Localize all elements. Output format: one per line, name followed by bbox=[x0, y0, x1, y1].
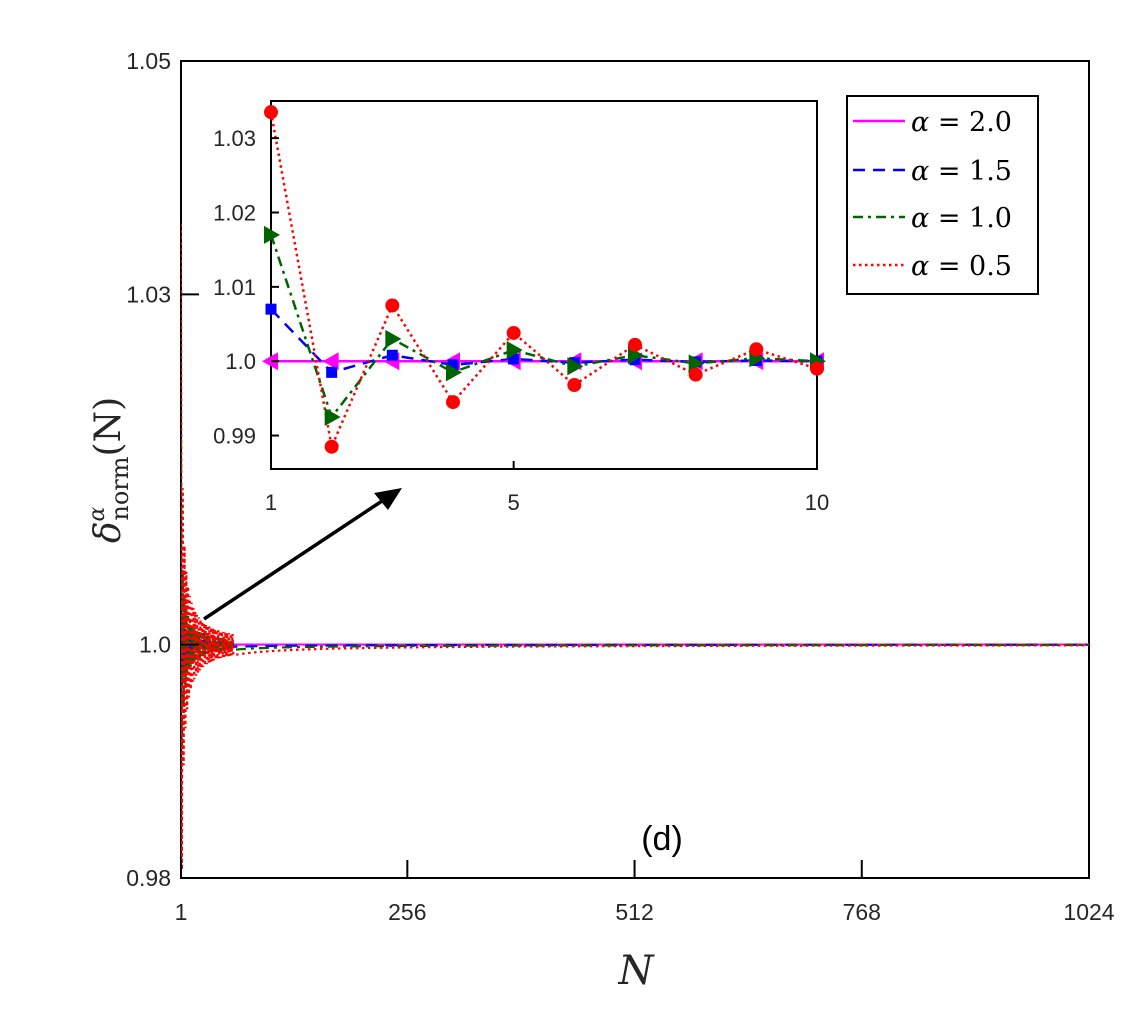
legend-entry-alpha-0-5: α = 0.5 bbox=[853, 251, 1012, 282]
inset-y-tick-label: 0.99 bbox=[213, 424, 256, 449]
legend-entry-alpha-1-0: α = 1.0 bbox=[853, 203, 1012, 234]
inset-series-line bbox=[269, 111, 818, 452]
main-x-tick-label: 512 bbox=[615, 899, 653, 925]
inset-point-triangle-right bbox=[688, 354, 705, 373]
inset-y-tick-label: 1.0 bbox=[225, 349, 256, 374]
inset-point-circle bbox=[567, 377, 582, 392]
main-x-ticks: 1 256 512 768 1024 bbox=[175, 860, 1115, 925]
svg-text:α = 1.5: α = 1.5 bbox=[911, 156, 1012, 187]
main-y-tick-label: 1.05 bbox=[126, 48, 171, 74]
inset-point-square bbox=[326, 366, 338, 378]
svg-text:δαnorm(N): δαnorm(N) bbox=[85, 397, 134, 543]
inset-point-triangle-right bbox=[446, 363, 462, 382]
inset-point-triangle-left bbox=[262, 352, 278, 371]
inset-x-ticks: 1 5 10 bbox=[265, 461, 829, 515]
main-y-tick-label: 1.0 bbox=[139, 632, 171, 658]
inset-point-square bbox=[447, 359, 459, 371]
main-x-tick-label: 256 bbox=[388, 899, 426, 925]
legend-entry-alpha-1-5: α = 1.5 bbox=[853, 156, 1012, 187]
svg-text:α = 2.0: α = 2.0 bbox=[911, 107, 1012, 138]
inset-point-circle bbox=[324, 439, 339, 454]
main-y-tick-label: 0.98 bbox=[126, 865, 171, 891]
inset-axes-box bbox=[270, 100, 818, 470]
inset-y-tick-label: 1.02 bbox=[213, 201, 256, 226]
panel-label: (d) bbox=[641, 820, 683, 858]
inset-point-square bbox=[265, 303, 277, 315]
inset-point-circle bbox=[264, 105, 278, 120]
inset-point-triangle-right bbox=[567, 357, 584, 376]
y-axis-label: δαnorm(N) bbox=[85, 397, 134, 543]
svg-text:α = 0.5: α = 0.5 bbox=[911, 251, 1012, 282]
legend-box bbox=[846, 95, 1039, 295]
inset-point-triangle-right bbox=[324, 407, 341, 426]
inset-y-ticks: 0.99 1.0 1.01 1.02 1.03 bbox=[213, 126, 279, 449]
inset-x-tick-label: 10 bbox=[805, 490, 829, 515]
inset-point-square bbox=[386, 349, 398, 361]
inset-point-circle bbox=[446, 395, 460, 410]
zoom-arrow bbox=[203, 488, 402, 621]
main-x-tick-label: 1 bbox=[175, 899, 188, 925]
legend-entry-alpha-2-0: α = 2.0 bbox=[853, 107, 1012, 138]
inset-point-circle bbox=[506, 325, 521, 340]
main-y-tick-label: 1.03 bbox=[126, 281, 171, 307]
inset-point-circle bbox=[628, 337, 642, 352]
inset-y-tick-label: 1.03 bbox=[213, 126, 256, 151]
main-y-ticks: 0.98 1.0 1.03 1.05 bbox=[126, 48, 199, 891]
inset-point-circle bbox=[749, 342, 764, 357]
main-series-group bbox=[181, 224, 1089, 870]
inset-point-triangle-left bbox=[322, 352, 339, 371]
inset-point-circle bbox=[385, 298, 400, 313]
inset-point-triangle-right bbox=[385, 329, 402, 348]
svg-text:α = 1.0: α = 1.0 bbox=[911, 203, 1012, 234]
inset-series-line bbox=[270, 308, 818, 374]
main-series-line bbox=[181, 556, 1089, 692]
inset-point-square bbox=[508, 353, 520, 365]
legend: α = 2.0 α = 1.5 α = 1.0 α = 0.5 bbox=[846, 95, 1039, 295]
x-axis-label: N bbox=[618, 948, 656, 994]
inset-chart: 1 5 10 0.991.01.011.021.03 bbox=[213, 100, 829, 515]
inset-x-tick-label: 5 bbox=[508, 490, 520, 515]
inset-point-circle bbox=[688, 367, 703, 382]
inset-point-triangle-right bbox=[506, 341, 523, 360]
main-x-tick-label: 768 bbox=[843, 899, 881, 925]
inset-point-circle bbox=[810, 361, 824, 376]
main-series-line bbox=[181, 224, 1089, 870]
inset-point-triangle-right bbox=[264, 225, 280, 244]
inset-x-tick-label: 1 bbox=[265, 490, 277, 515]
inset-y-tick-label: 1.01 bbox=[213, 275, 256, 300]
main-x-tick-label: 1024 bbox=[1063, 899, 1114, 925]
inset-series-group bbox=[262, 105, 826, 454]
